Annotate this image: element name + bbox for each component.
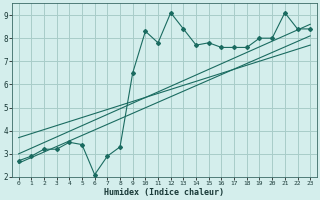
X-axis label: Humidex (Indice chaleur): Humidex (Indice chaleur) bbox=[104, 188, 224, 197]
